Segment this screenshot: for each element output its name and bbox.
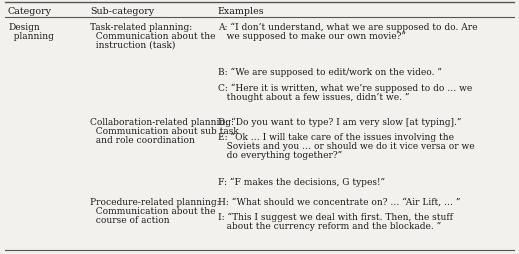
Text: instruction (task): instruction (task): [90, 41, 175, 50]
Text: thought about a few issues, didn’t we. ”: thought about a few issues, didn’t we. ”: [218, 93, 409, 102]
Text: F: “F makes the decisions, G types!”: F: “F makes the decisions, G types!”: [218, 177, 385, 187]
Text: Sub-category: Sub-category: [90, 7, 154, 16]
Text: course of action: course of action: [90, 215, 170, 224]
Text: about the currency reform and the blockade. ”: about the currency reform and the blocka…: [218, 221, 441, 230]
Text: C: “Here it is written, what we’re supposed to do … we: C: “Here it is written, what we’re suppo…: [218, 84, 472, 93]
Text: Collaboration-related planning:: Collaboration-related planning:: [90, 118, 234, 126]
Text: do everything together?”: do everything together?”: [218, 150, 342, 159]
Text: we supposed to make our own movie?”: we supposed to make our own movie?”: [218, 32, 406, 41]
Text: Communication about sub task: Communication about sub task: [90, 126, 239, 135]
Text: Design: Design: [8, 23, 40, 32]
Text: B: “We are supposed to edit/work on the video. ”: B: “We are supposed to edit/work on the …: [218, 68, 442, 77]
Text: Soviets and you … or should we do it vice versa or we: Soviets and you … or should we do it vic…: [218, 141, 474, 150]
Text: I: “This I suggest we deal with first. Then, the stuff: I: “This I suggest we deal with first. T…: [218, 212, 453, 221]
Text: Examples: Examples: [218, 7, 265, 16]
Text: D: “Do you want to type? I am very slow [at typing].”: D: “Do you want to type? I am very slow …: [218, 118, 461, 127]
Text: Category: Category: [8, 7, 52, 16]
Text: A: “I don’t understand, what we are supposed to do. Are: A: “I don’t understand, what we are supp…: [218, 23, 477, 32]
Text: Communication about the: Communication about the: [90, 206, 215, 215]
Text: Task-related planning:: Task-related planning:: [90, 23, 192, 32]
Text: E: “Ok … I will take care of the issues involving the: E: “Ok … I will take care of the issues …: [218, 133, 454, 142]
Text: Procedure-related planning:: Procedure-related planning:: [90, 197, 220, 206]
Text: H: “What should we concentrate on? … “Air Lift, … ”: H: “What should we concentrate on? … “Ai…: [218, 197, 460, 206]
Text: and role coordination: and role coordination: [90, 135, 195, 144]
Text: planning: planning: [8, 32, 54, 41]
Text: Communication about the: Communication about the: [90, 32, 215, 41]
